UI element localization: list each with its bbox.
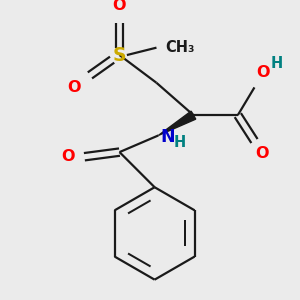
Text: O: O [256, 65, 270, 80]
Text: N: N [160, 128, 175, 146]
Text: CH₃: CH₃ [166, 40, 195, 55]
Text: H: H [271, 56, 283, 71]
Text: O: O [61, 149, 75, 164]
Text: S: S [113, 46, 126, 64]
Text: O: O [255, 146, 268, 160]
Text: H: H [174, 135, 186, 150]
Text: O: O [67, 80, 81, 95]
Text: O: O [113, 0, 126, 14]
Polygon shape [158, 111, 196, 136]
